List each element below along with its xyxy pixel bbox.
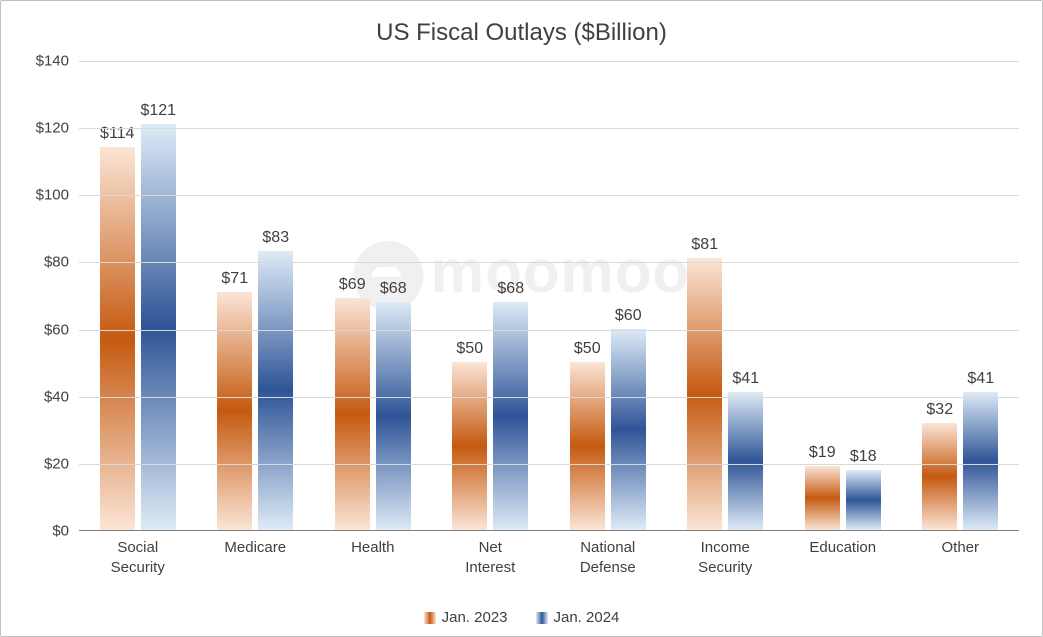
- y-tick-label: $100: [19, 187, 69, 204]
- y-tick-label: $140: [19, 53, 69, 70]
- y-tick-label: $40: [19, 388, 69, 405]
- bar-value-label: $83: [262, 229, 289, 247]
- bar: $121: [141, 124, 176, 530]
- x-tick-label: Education: [788, 538, 898, 558]
- bar: $50: [452, 362, 487, 530]
- bar: $41: [728, 392, 763, 530]
- gridline: [79, 464, 1019, 465]
- legend-label-a: Jan. 2023: [442, 609, 508, 626]
- x-tick-label: NetInterest: [435, 538, 545, 577]
- legend-item-series-a: Jan. 2023: [424, 609, 508, 626]
- y-tick-label: $120: [19, 120, 69, 137]
- legend: Jan. 2023 Jan. 2024: [1, 609, 1042, 626]
- gridline: [79, 128, 1019, 129]
- bar: $69: [335, 298, 370, 530]
- bars-layer: $114$121$71$83$69$68$50$68$50$60$81$41$1…: [79, 61, 1019, 530]
- bar: $114: [100, 147, 135, 530]
- bar-value-label: $81: [691, 236, 718, 254]
- gridline: [79, 61, 1019, 62]
- legend-item-series-b: Jan. 2024: [536, 609, 620, 626]
- gridline: [79, 397, 1019, 398]
- bar: $83: [258, 251, 293, 530]
- gridline: [79, 262, 1019, 263]
- x-tick-label: Medicare: [200, 538, 310, 558]
- bar-value-label: $41: [732, 370, 759, 388]
- bar: $18: [846, 470, 881, 530]
- plot-area: $114$121$71$83$69$68$50$68$50$60$81$41$1…: [79, 61, 1019, 531]
- legend-swatch-a: [424, 612, 436, 624]
- bar-value-label: $50: [574, 340, 601, 358]
- bar: $50: [570, 362, 605, 530]
- bar: $19: [805, 466, 840, 530]
- y-tick-label: $20: [19, 455, 69, 472]
- bar-value-label: $50: [456, 340, 483, 358]
- y-tick-label: $0: [19, 523, 69, 540]
- bar: $60: [611, 329, 646, 530]
- bar: $71: [217, 292, 252, 530]
- bar-value-label: $69: [339, 276, 366, 294]
- bar: $32: [922, 423, 957, 530]
- y-tick-label: $60: [19, 321, 69, 338]
- bar-value-label: $68: [380, 280, 407, 298]
- bar: $68: [376, 302, 411, 530]
- x-tick-label: Other: [905, 538, 1015, 558]
- bar-value-label: $60: [615, 307, 642, 325]
- chart-container: moomoo US Fiscal Outlays ($Billion) $114…: [0, 0, 1043, 637]
- y-tick-label: $80: [19, 254, 69, 271]
- gridline: [79, 195, 1019, 196]
- bar-value-label: $41: [967, 370, 994, 388]
- bar: $81: [687, 258, 722, 530]
- bar: $68: [493, 302, 528, 530]
- bar-value-label: $19: [809, 444, 836, 462]
- x-tick-label: Health: [318, 538, 428, 558]
- bar-value-label: $32: [926, 401, 953, 419]
- bar-value-label: $68: [497, 280, 524, 298]
- x-tick-label: NationalDefense: [553, 538, 663, 577]
- x-tick-label: IncomeSecurity: [670, 538, 780, 577]
- bar-value-label: $121: [140, 102, 176, 120]
- gridline: [79, 330, 1019, 331]
- x-tick-label: SocialSecurity: [83, 538, 193, 577]
- legend-label-b: Jan. 2024: [554, 609, 620, 626]
- bar-value-label: $71: [221, 270, 248, 288]
- bar: $41: [963, 392, 998, 530]
- legend-swatch-b: [536, 612, 548, 624]
- chart-title: US Fiscal Outlays ($Billion): [1, 19, 1042, 47]
